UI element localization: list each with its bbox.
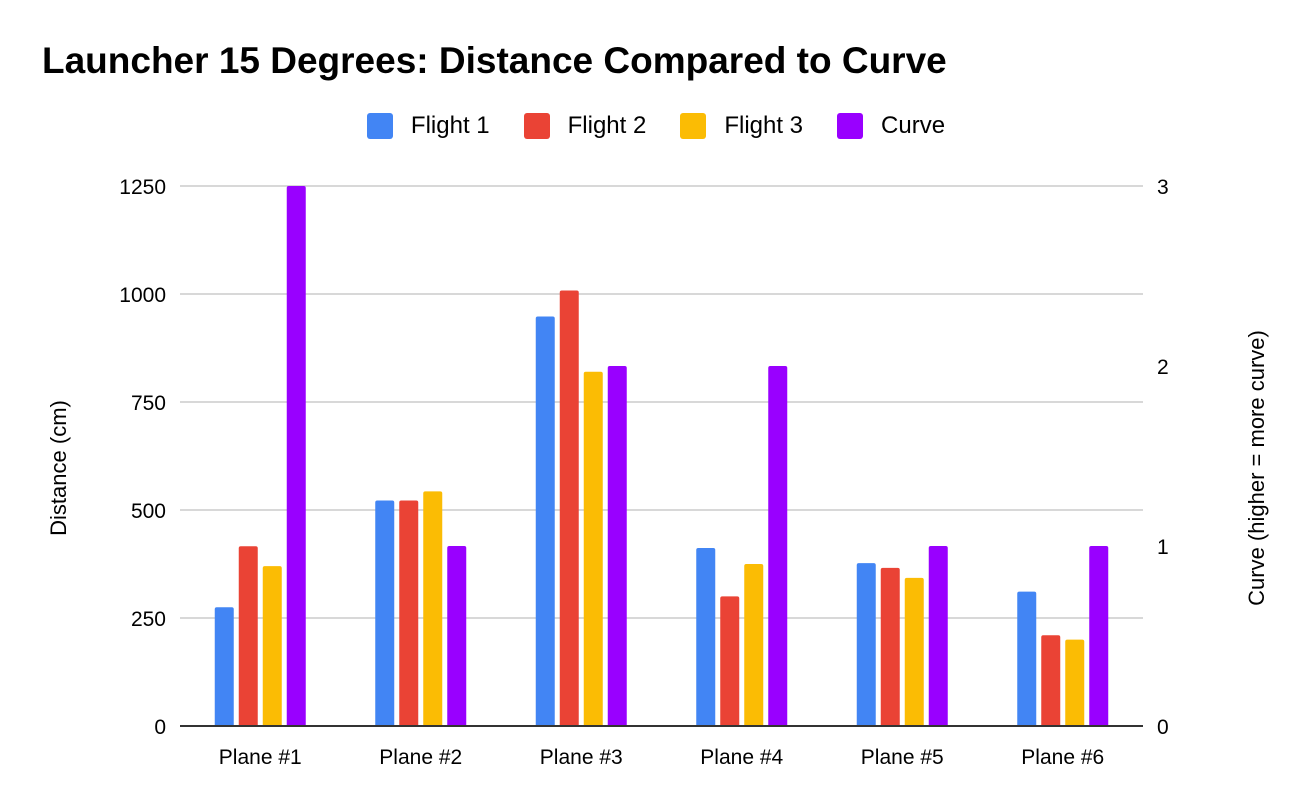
- legend-item-flight-2: Flight 2: [523, 112, 647, 140]
- grid-lines: [180, 185, 1143, 619]
- bar-flight-2-6: [1041, 635, 1061, 726]
- x-tick-label: Plane #6: [1021, 746, 1104, 769]
- bar-curve-5: [928, 546, 948, 726]
- y-tick-label: 500: [131, 500, 166, 523]
- y-right-tick-label: 2: [1157, 356, 1169, 379]
- axes: 0 250 500 750 1000 1250 0 1 2 3 Plane #1 Plane #2 Pl…: [119, 176, 1168, 769]
- y-tick-label: 250: [131, 608, 166, 631]
- legend-item-curve: Curve: [837, 112, 945, 140]
- legend-label-flight-2: Flight 2: [567, 112, 647, 139]
- bar-flight-3-1: [262, 566, 282, 726]
- bar-flight-3-2: [423, 491, 443, 726]
- bar-curve-1: [286, 186, 306, 726]
- y-tick-label: 1000: [119, 284, 166, 307]
- y-tick-label: 0: [154, 716, 166, 739]
- bar-flight-1-4: [696, 548, 716, 726]
- legend: Flight 1 Flight 2 Flight 3 Curve: [0, 112, 1312, 140]
- legend-swatch-flight-3: [680, 113, 707, 139]
- x-tick-label: Plane #5: [861, 746, 944, 769]
- bar-flight-2-3: [559, 290, 579, 726]
- bar-flight-3-6: [1065, 639, 1085, 726]
- legend-item-flight-3: Flight 3: [680, 112, 803, 140]
- bar-flight-1-1: [214, 607, 234, 726]
- legend-label-flight-3: Flight 3: [724, 112, 804, 139]
- legend-label-flight-1: Flight 1: [410, 112, 490, 139]
- bar-flight-2-1: [238, 546, 258, 726]
- bar-curve-2: [447, 546, 467, 726]
- bar-flight-1-2: [375, 500, 395, 726]
- legend-swatch-flight-2: [523, 113, 550, 139]
- bar-flight-1-5: [856, 563, 876, 726]
- y-axis-right-label: Curve (higher = more curve): [1244, 330, 1269, 606]
- bar-flight-3-4: [744, 564, 764, 726]
- bar-flight-3-3: [583, 371, 603, 726]
- legend-swatch-flight-1: [366, 113, 393, 139]
- bar-flight-2-5: [880, 567, 900, 726]
- y-axis-label: Distance (cm): [46, 400, 71, 536]
- bar-curve-3: [607, 366, 627, 726]
- x-tick-label: Plane #4: [700, 746, 783, 769]
- x-tick-label: Plane #1: [219, 746, 302, 769]
- bar-flight-2-2: [399, 500, 419, 726]
- x-tick-label: Plane #2: [379, 746, 462, 769]
- y-tick-label: 1250: [119, 176, 166, 199]
- chart-title: Launcher 15 Degrees: Distance Compared t…: [42, 40, 947, 81]
- y-right-tick-label: 1: [1157, 536, 1169, 559]
- bars: [214, 186, 1109, 726]
- bar-curve-4: [768, 366, 788, 726]
- legend-label-curve: Curve: [881, 112, 946, 139]
- bar-flight-1-3: [535, 316, 555, 726]
- bar-flight-3-5: [904, 577, 924, 726]
- x-tick-label: Plane #3: [540, 746, 623, 769]
- bar-flight-2-4: [720, 596, 740, 726]
- bar-curve-6: [1089, 546, 1109, 726]
- bar-flight-1-6: [1017, 591, 1037, 726]
- y-right-tick-label: 0: [1157, 716, 1169, 739]
- y-tick-label: 750: [131, 392, 166, 415]
- y-right-tick-label: 3: [1157, 176, 1169, 199]
- legend-item-flight-1: Flight 1: [366, 112, 490, 140]
- legend-swatch-curve: [837, 113, 864, 139]
